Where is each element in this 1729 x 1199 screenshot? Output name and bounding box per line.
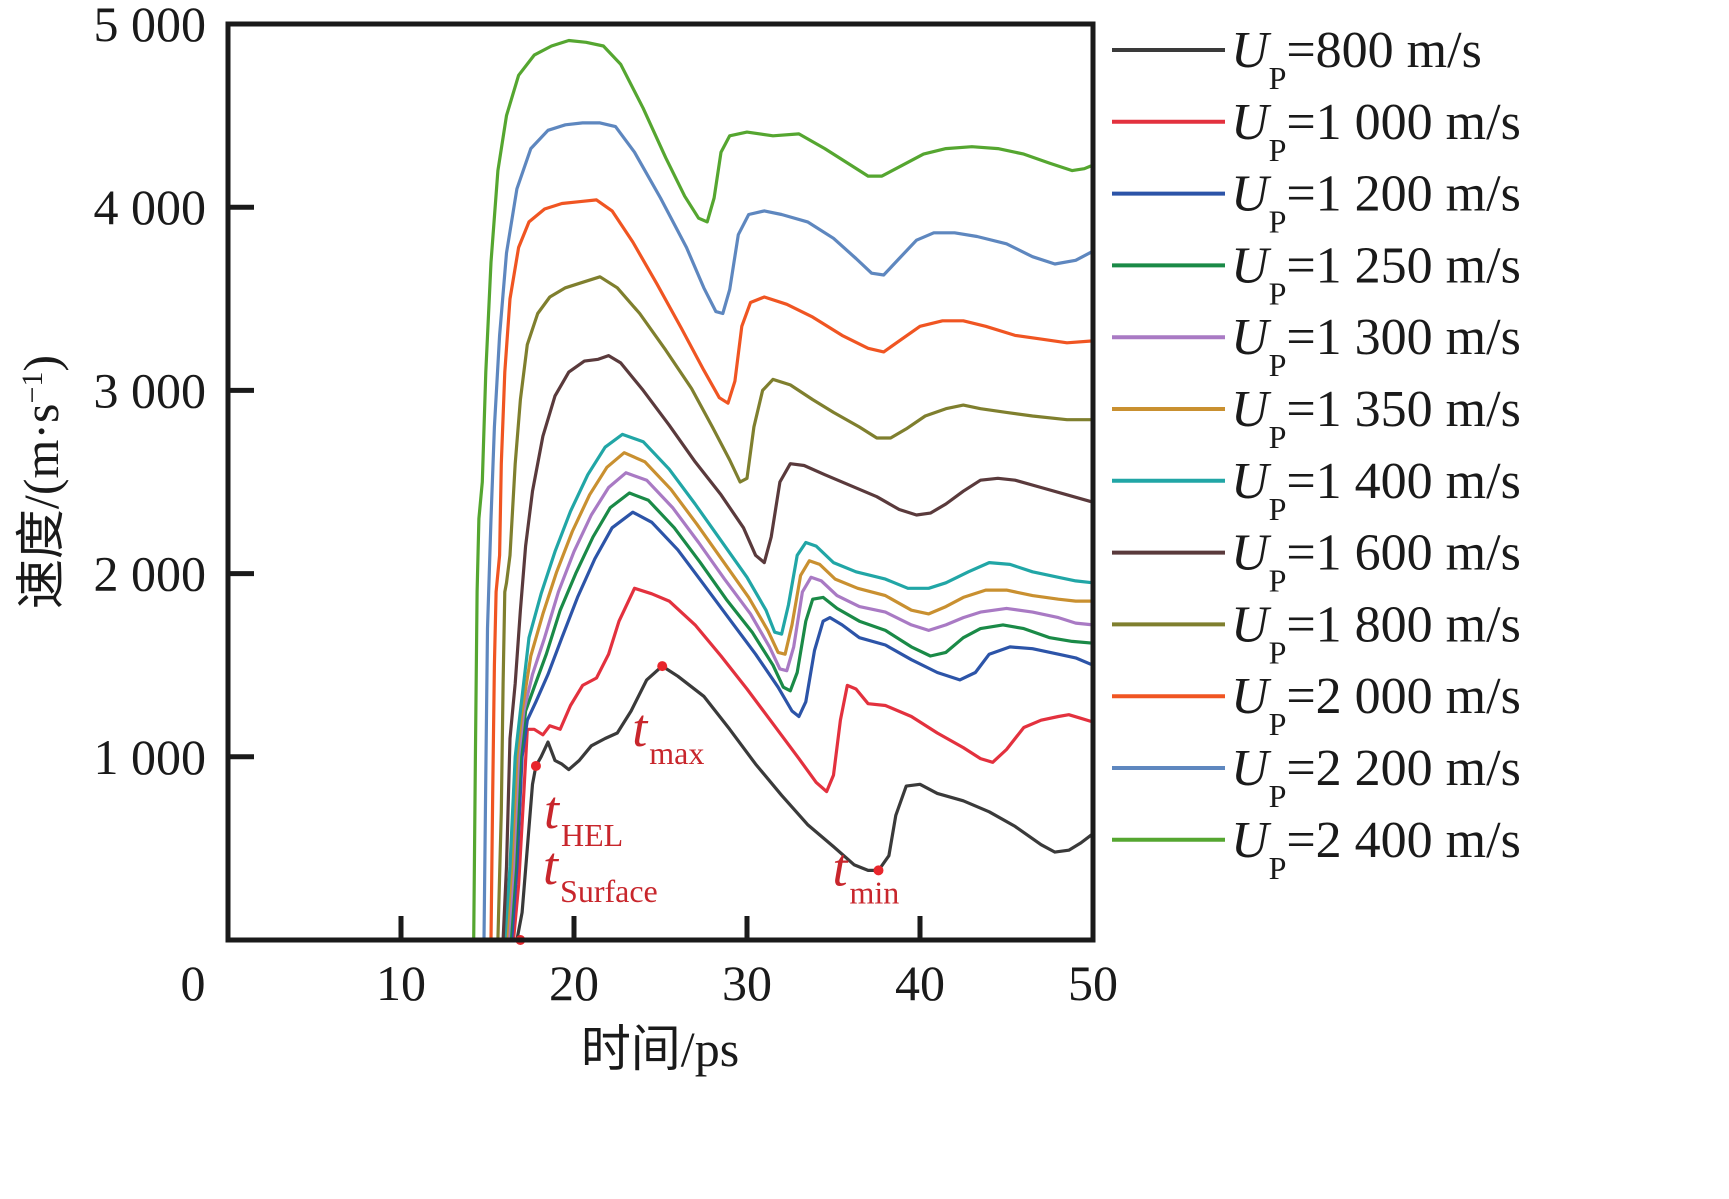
series-line-up-1800-m-s <box>226 275 1095 942</box>
x-tick-label: 10 <box>376 955 426 1011</box>
annotation-t-min: tmin <box>832 837 899 910</box>
y-axis-title-sup: −1 <box>16 372 49 404</box>
series-line-up-1300-m-s <box>226 471 1095 942</box>
series-line-up-2400-m-s <box>226 38 1095 942</box>
y-axis: 1 000 2 000 3 000 4 000 5 000 <box>94 0 254 785</box>
y-tick-label: 1 000 <box>94 729 207 785</box>
y-tick-label: 4 000 <box>94 179 207 235</box>
x-tick-label: 20 <box>549 955 599 1011</box>
x-axis-title: 时间/ps <box>581 1021 739 1077</box>
marker-t-hel <box>530 760 541 771</box>
marker-t-min <box>873 865 884 876</box>
legend-item-up-1200-m-s: UP=1 200 m/s <box>1112 166 1521 240</box>
x-tick-label: 0 <box>181 955 206 1011</box>
legend-label: UP=1 300 m/s <box>1231 309 1521 383</box>
plot-frame <box>225 21 1096 943</box>
series-line-up-800-m-s <box>226 664 1095 942</box>
legend-label: UP=1 200 m/s <box>1231 166 1521 240</box>
series-line-up-1400-m-s <box>226 432 1095 942</box>
legend-label: UP=2 000 m/s <box>1231 668 1521 742</box>
legend-label: UP=1 400 m/s <box>1231 453 1521 527</box>
y-axis-title: 速度/(m·s−1) <box>13 355 69 609</box>
legend-label: UP=2 400 m/s <box>1231 812 1521 886</box>
legend-label: UP=1 250 m/s <box>1231 237 1521 311</box>
legend-item-up-2400-m-s: UP=2 400 m/s <box>1112 812 1521 886</box>
series-line-up-1000-m-s <box>226 586 1095 942</box>
x-axis: 0 10 20 30 40 50 <box>181 916 1118 1011</box>
legend-label: UP=1 800 m/s <box>1231 596 1521 670</box>
series-line-up-1250-m-s <box>226 491 1095 942</box>
legend-item-up-2200-m-s: UP=2 200 m/s <box>1112 740 1521 814</box>
legend-item-up-1250-m-s: UP=1 250 m/s <box>1112 237 1521 311</box>
x-tick-label: 40 <box>895 955 945 1011</box>
series-line-up-2000-m-s <box>226 198 1095 942</box>
y-tick-label: 2 000 <box>94 546 207 602</box>
legend-label: UP=1 000 m/s <box>1231 94 1521 168</box>
legend-label: UP=800 m/s <box>1231 22 1482 96</box>
series-layer <box>226 38 1095 942</box>
marker-t-max <box>657 661 668 672</box>
x-tick-label: 50 <box>1068 955 1118 1011</box>
legend-item-up-1000-m-s: UP=1 000 m/s <box>1112 94 1521 168</box>
y-tick-label: 3 000 <box>94 362 207 418</box>
legend-item-up-2000-m-s: UP=2 000 m/s <box>1112 668 1521 742</box>
legend: UP=800 m/sUP=1 000 m/sUP=1 200 m/sUP=1 2… <box>1112 22 1521 886</box>
series-line-up-2200-m-s <box>226 121 1095 942</box>
legend-item-up-800-m-s: UP=800 m/s <box>1112 22 1482 96</box>
legend-item-up-1600-m-s: UP=1 600 m/s <box>1112 525 1521 599</box>
annotation-t-surface: tSurface <box>543 836 658 909</box>
x-tick-label: 30 <box>722 955 772 1011</box>
legend-item-up-1800-m-s: UP=1 800 m/s <box>1112 596 1521 670</box>
series-line-up-1350-m-s <box>226 451 1095 942</box>
series-line-up-1600-m-s <box>226 354 1095 942</box>
legend-label: UP=2 200 m/s <box>1231 740 1521 814</box>
y-axis-title-main: 速度/(m·s <box>13 404 69 610</box>
y-axis-title-suffix: ) <box>13 355 69 372</box>
y-tick-label: 5 000 <box>94 0 207 52</box>
legend-item-up-1300-m-s: UP=1 300 m/s <box>1112 309 1521 383</box>
legend-item-up-1400-m-s: UP=1 400 m/s <box>1112 453 1521 527</box>
legend-label: UP=1 600 m/s <box>1231 525 1521 599</box>
legend-item-up-1350-m-s: UP=1 350 m/s <box>1112 381 1521 455</box>
series-line-up-1200-m-s <box>226 510 1095 942</box>
annotation-t-max: tmax <box>632 698 704 771</box>
legend-label: UP=1 350 m/s <box>1231 381 1521 455</box>
annotation-t-hel: tHEL <box>544 780 623 853</box>
